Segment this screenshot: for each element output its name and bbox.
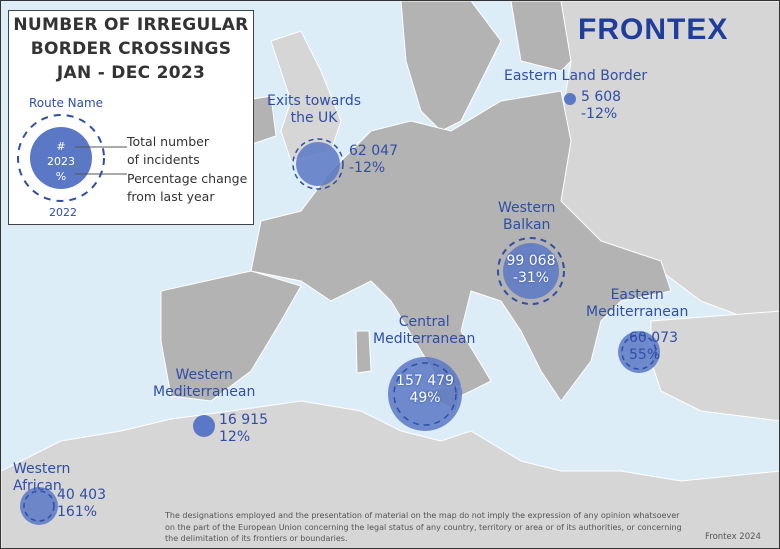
- legend-total-label: Total number of incidents: [127, 134, 209, 167]
- land-sardinia: [355, 330, 372, 374]
- circle-western-med-2023: [193, 415, 215, 437]
- legend-year-previous: 2022: [49, 206, 77, 219]
- route-label-western-balkan: Western Balkan: [498, 200, 556, 233]
- land-europe: [250, 90, 672, 402]
- land-scandinavia: [400, 1, 502, 132]
- circle-eastern-land-2023: [564, 93, 576, 105]
- route-value-uk: 62 047 -12%: [349, 143, 398, 176]
- circle-western-african-2022: [23, 490, 55, 522]
- legend-title-line: JAN - DEC 2023: [56, 63, 206, 83]
- legend-hash: #: [56, 140, 66, 153]
- legend-dashed-circle: [17, 114, 105, 202]
- circle-central-med-2023: [388, 357, 462, 431]
- land-north-africa: [1, 400, 779, 548]
- route-value-western-med: 16 915 12%: [219, 412, 268, 445]
- legend-title: NUMBER OF IRREGULAR BORDER CROSSINGS JAN…: [9, 13, 253, 85]
- circle-western-balkan-2023: [503, 243, 559, 299]
- circle-western-african-2023: [20, 487, 58, 525]
- route-value-western-balkan: 99 068 -31%: [506, 253, 556, 286]
- circle-uk-2023: [296, 142, 340, 186]
- legend-title-line: BORDER CROSSINGS: [30, 39, 232, 59]
- route-label-uk: Exits towards the UK: [267, 93, 362, 126]
- route-value-central-med: 157 479 49%: [396, 373, 454, 406]
- legend-year-current: 2023: [47, 155, 75, 168]
- legend-route-name: Route Name: [29, 96, 104, 110]
- route-label-central-med: Central Mediterranean: [373, 314, 476, 347]
- legend-title-line: NUMBER OF IRREGULAR: [13, 15, 249, 35]
- route-label-western-med: Western Mediterranean: [153, 367, 256, 400]
- route-label-eastern-land: Eastern Land Border: [504, 68, 648, 84]
- circle-eastern-med-2023: [618, 331, 660, 373]
- circle-central-med-2022: [393, 362, 457, 426]
- frontex-logo: FRONTEX: [578, 13, 729, 46]
- disclaimer-text: The designations employed and the presen…: [165, 511, 682, 543]
- route-value-western-african: 40 403 161%: [57, 487, 106, 520]
- legend-circle-graphic: [17, 114, 127, 202]
- route-value-eastern-med: 60 073 55%: [629, 330, 678, 363]
- circle-western-balkan-2022: [497, 237, 565, 305]
- legend-circle-text: # 2023 %: [35, 139, 87, 184]
- credit-text: Frontex 2024: [705, 532, 761, 542]
- route-label-western-african: Western African: [13, 461, 71, 494]
- route-label-eastern-med: Eastern Mediterranean: [586, 287, 689, 320]
- circle-eastern-med-2022: [621, 334, 657, 370]
- legend-percent: %: [55, 170, 67, 183]
- legend-pct-label: Percentage change from last year: [127, 171, 248, 204]
- land-iberia: [160, 270, 302, 402]
- map-legend: NUMBER OF IRREGULAR BORDER CROSSINGS JAN…: [8, 10, 254, 225]
- circle-uk-2022: [292, 138, 344, 190]
- route-value-eastern-land: 5 608 -12%: [581, 89, 622, 122]
